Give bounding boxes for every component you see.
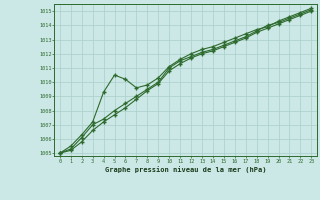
X-axis label: Graphe pression niveau de la mer (hPa): Graphe pression niveau de la mer (hPa) <box>105 167 266 173</box>
